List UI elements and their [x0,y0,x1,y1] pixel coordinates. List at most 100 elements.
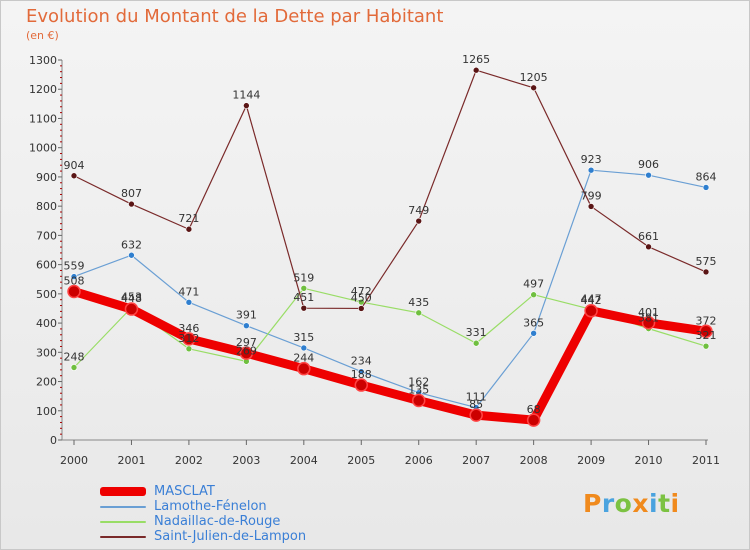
x-tick-label: 2001 [117,454,145,467]
legend-label: Lamothe-Fénelon [154,499,267,514]
x-tick-label: 2005 [347,454,375,467]
data-label: 497 [523,278,544,291]
data-point [469,408,483,422]
data-point [185,225,193,233]
data-label: 1205 [520,71,548,84]
data-label: 453 [121,291,142,304]
data-point [645,243,652,251]
data-point [472,339,480,347]
data-point [357,298,365,306]
data-label: 381 [638,312,659,325]
data-label: 807 [121,187,142,200]
data-point [472,66,480,74]
data-point [587,203,595,210]
data-point [645,171,652,179]
data-label: 661 [638,230,659,243]
data-label: 864 [696,170,717,183]
data-point [128,200,135,208]
data-point [297,361,311,376]
legend-label: Nadaillac-de-Rouge [154,514,281,529]
data-point [530,84,537,92]
data-label: 721 [178,212,199,225]
data-point [300,284,308,292]
legend-swatch [100,506,146,508]
y-tick-label: 700 [36,229,57,242]
data-point [300,304,308,312]
y-tick-label: 200 [36,376,57,389]
data-label: 575 [696,255,717,268]
data-point [411,393,426,408]
data-label: 923 [581,153,602,166]
x-tick-label: 2008 [520,454,548,467]
data-point [243,102,250,109]
x-tick-label: 2002 [175,454,203,467]
x-tick-label: 2009 [577,454,605,467]
series-line [73,69,707,310]
data-label: 749 [408,204,429,217]
data-label: 248 [64,351,85,364]
data-label: 904 [64,159,85,172]
y-tick-label: 900 [36,171,57,184]
data-point [699,324,713,339]
data-label: 346 [178,322,199,335]
data-point [185,345,193,353]
x-tick-label: 2003 [232,454,260,467]
y-tick-label: 1000 [29,142,57,155]
data-label: 559 [64,260,85,273]
x-tick-label: 2011 [692,454,720,467]
data-label: 1265 [462,53,490,66]
x-tick-label: 2000 [60,454,88,467]
data-label: 111 [466,391,487,404]
data-label: 68 [527,403,541,416]
y-tick-label: 0 [50,434,57,447]
data-point [70,273,78,280]
y-tick-label: 800 [36,200,57,213]
data-label: 448 [121,292,142,305]
data-label: 135 [408,384,429,397]
y-tick-label: 100 [36,405,57,418]
data-point [354,378,369,392]
data-label: 435 [408,296,429,309]
chart-title: Evolution du Montant de la Dette par Hab… [26,6,444,27]
data-label: 321 [696,329,717,342]
data-point [641,316,656,330]
data-point [584,304,598,318]
data-point [702,342,710,350]
y-tick-label: 1100 [29,112,57,125]
data-label: 471 [178,285,199,298]
data-point [239,346,254,360]
data-label: 297 [236,336,257,349]
y-tick-label: 400 [36,317,57,330]
y-tick-label: 600 [36,259,57,272]
data-label: 799 [581,189,602,202]
data-label: 447 [581,292,602,305]
x-tick-label: 2004 [290,454,318,467]
data-label: 632 [121,238,142,251]
data-label: 85 [469,398,483,411]
legend-swatch [100,521,146,523]
legend-label: Saint-Julien-de-Lampon [154,529,307,544]
data-label: 391 [236,309,257,322]
data-point [702,184,710,191]
series-line [69,287,711,425]
data-label: 162 [408,376,429,389]
data-point [702,268,710,276]
data-point [530,291,537,299]
data-label: 312 [178,332,199,345]
data-point [128,251,135,259]
data-label: 365 [523,316,544,329]
chart-subtitle: (en €) [26,29,59,42]
data-point [530,330,537,337]
data-label: 234 [351,355,372,368]
data-label: 315 [293,331,314,344]
x-tick-label: 2010 [635,454,663,467]
data-label: 906 [638,158,659,171]
data-point [185,299,193,306]
y-tick-label: 1200 [29,83,57,96]
data-point [300,344,308,352]
y-tick-label: 1300 [29,54,57,67]
x-tick-label: 2007 [462,454,490,467]
legend-swatch [100,487,146,496]
